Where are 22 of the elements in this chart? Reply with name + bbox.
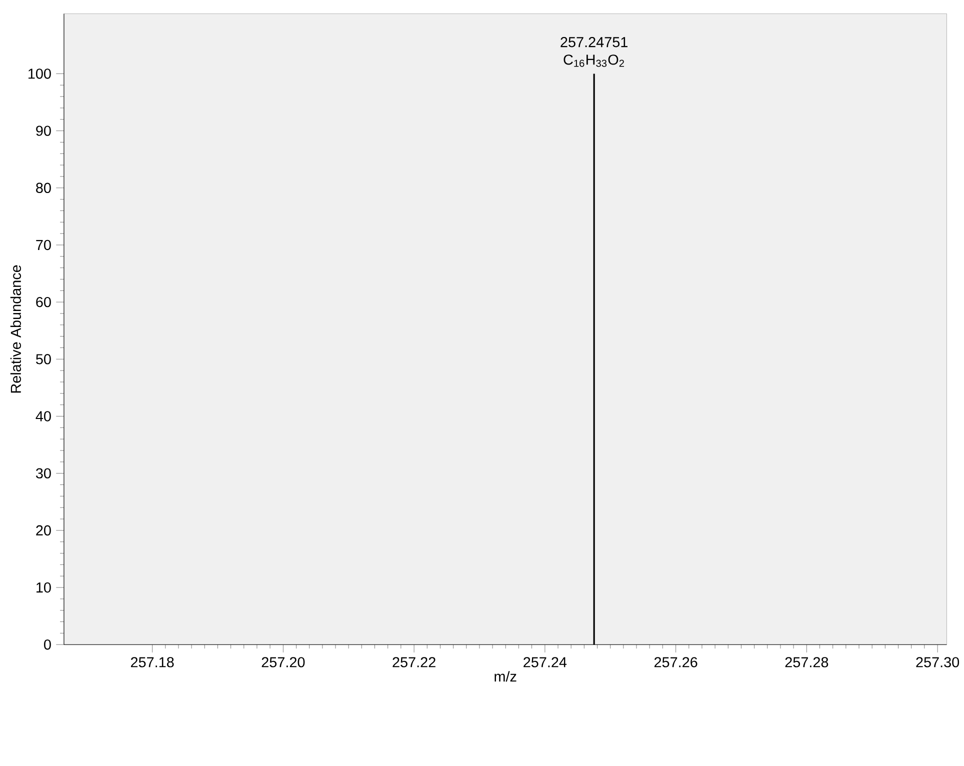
y-tick-label: 30 bbox=[36, 468, 51, 479]
y-axis-title: Relative Abundance bbox=[10, 265, 21, 393]
x-tick-label: 257.26 bbox=[654, 657, 698, 668]
y-tick-label: 100 bbox=[28, 68, 51, 80]
y-tick-label: 50 bbox=[36, 354, 51, 364]
annotation: C$_{16}$H$_{33}$O$_{2}$ bbox=[564, 54, 624, 68]
y-tick-label: 80 bbox=[36, 182, 51, 194]
x-axis-title: m/z bbox=[494, 671, 516, 682]
x-tick-label: 257.22 bbox=[392, 657, 436, 668]
y-tick-label: 60 bbox=[36, 297, 51, 308]
y-tick-label: 20 bbox=[36, 526, 51, 536]
x-tick-label: 257.20 bbox=[262, 657, 305, 668]
annotation: 257.24751 bbox=[560, 37, 628, 48]
x-tick-label: 257.18 bbox=[130, 657, 174, 668]
x-tick-label: 257.28 bbox=[785, 657, 828, 668]
x-tick-label: 257.24 bbox=[524, 657, 567, 668]
y-tick-label: 10 bbox=[36, 582, 51, 593]
y-tick-label: 70 bbox=[36, 240, 51, 250]
y-tick-label: 40 bbox=[36, 411, 51, 422]
x-tick-label: 257.30 bbox=[916, 657, 960, 668]
y-tick-label: 90 bbox=[36, 126, 51, 136]
y-tick-label: 0 bbox=[44, 640, 51, 650]
